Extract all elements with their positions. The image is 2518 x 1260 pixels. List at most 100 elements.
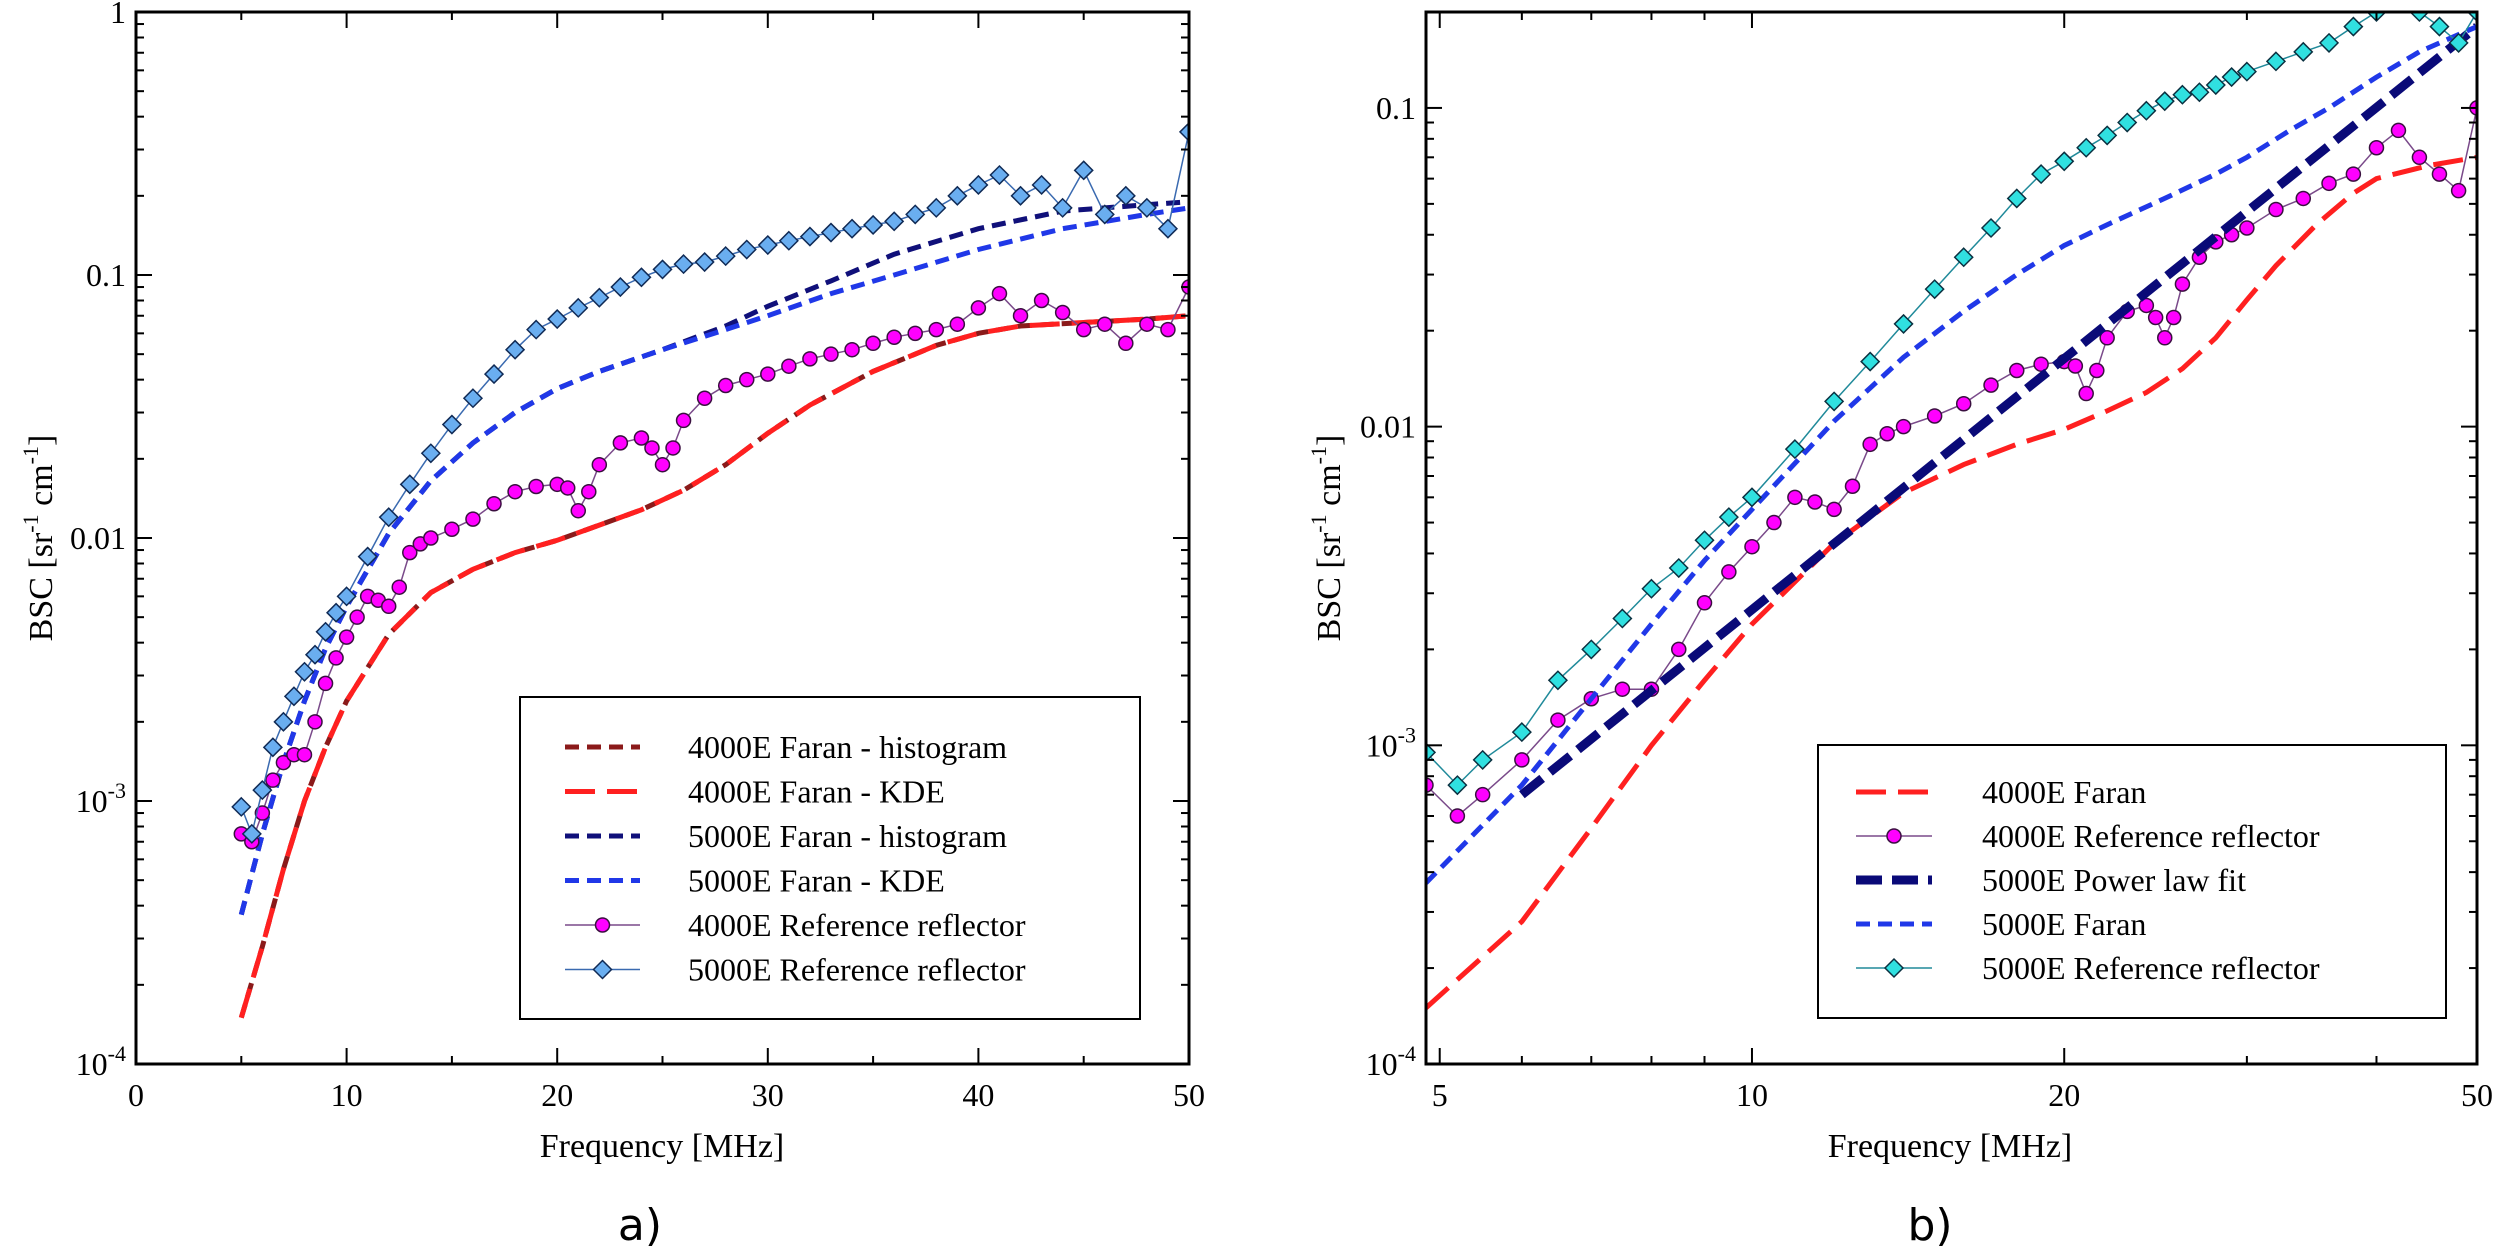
data-point: [1926, 408, 1943, 424]
data-point: [2466, 12, 2477, 23]
data-point: [823, 346, 839, 362]
data-point: [2031, 164, 2052, 185]
data-point: [2343, 16, 2364, 37]
data-point: [1671, 641, 1687, 658]
data-point: [380, 598, 397, 615]
data-point: [907, 325, 923, 342]
data-point: [273, 711, 294, 732]
data-point: [1511, 722, 1532, 743]
data-point: [673, 254, 694, 275]
data-point: [1721, 564, 1737, 580]
data-point: [423, 530, 439, 546]
legend-label: 4000E Faran: [1982, 774, 2146, 810]
series-line: [1426, 12, 2477, 787]
data-point: [2409, 12, 2430, 23]
data-point: [2136, 100, 2157, 121]
data-point: [644, 440, 660, 456]
data-point: [1696, 595, 1713, 611]
legend-swatch-marker: [594, 917, 611, 933]
data-point: [1718, 507, 1739, 528]
chart-b: 5 10 20 50 10-4 10-3 0.01 0.1 Frequency [MHz] B…: [1306, 10, 2493, 1251]
data-point: [928, 321, 945, 338]
data-point: [991, 285, 1008, 302]
data-point: [654, 456, 671, 473]
data-point: [949, 316, 966, 332]
data-point: [262, 737, 283, 758]
y-tick-label: 0.1: [1376, 90, 1416, 126]
data-point: [2345, 166, 2362, 182]
data-point: [2390, 122, 2407, 139]
series-4: [233, 279, 1189, 850]
data-point: [505, 339, 526, 360]
legend-swatch-marker: [592, 959, 613, 980]
data-point: [2097, 125, 2118, 146]
data-point: [1895, 418, 1912, 435]
series-2: [238, 199, 1189, 916]
data-point: [420, 443, 441, 464]
chart-b-panel-label: b): [1907, 1200, 1952, 1251]
data-point: [1581, 639, 1602, 660]
chart-a-panel-label: a): [618, 1200, 662, 1251]
legend-item: 5000E Faran: [1856, 906, 2146, 942]
data-point: [802, 351, 818, 367]
legend-item: 4000E Faran - histogram: [565, 729, 1007, 765]
data-point: [378, 507, 399, 528]
data-point: [2411, 149, 2428, 166]
data-point: [715, 246, 736, 267]
data-point: [1010, 185, 1031, 206]
data-point: [2236, 61, 2257, 82]
data-point: [1094, 204, 1115, 225]
data-point: [1447, 775, 1468, 796]
data-point: [1787, 489, 1803, 506]
data-point: [315, 621, 336, 642]
data-point: [296, 746, 313, 763]
x-tick-label: 10: [1736, 1077, 1768, 1113]
data-point: [1824, 391, 1845, 412]
y-tick-label: 10-4: [76, 1041, 126, 1082]
data-point: [2429, 16, 2450, 37]
x-tick-label: 5: [1432, 1077, 1448, 1113]
series-line: [1519, 23, 2477, 799]
legend-label: 4000E Reference reflector: [1982, 818, 2320, 854]
data-point: [2006, 188, 2027, 209]
data-point: [265, 772, 281, 788]
y-tick-label: 0.01: [70, 520, 126, 556]
data-point: [1547, 670, 1568, 691]
data-point: [2205, 74, 2226, 96]
x-tick-label: 50: [1173, 1077, 1205, 1113]
data-point: [1073, 160, 1094, 181]
series-line: [1426, 154, 2477, 1010]
data-point: [581, 483, 597, 500]
data-point: [357, 546, 378, 567]
data-point: [486, 495, 502, 512]
data-point: [1136, 197, 1157, 218]
data-point: [283, 686, 305, 707]
chart-b-ylabel: BSC [sr-1 cm-1]: [1306, 435, 1348, 642]
data-point: [675, 412, 692, 429]
data-point: [559, 480, 576, 496]
data-point: [970, 300, 987, 316]
data-point: [799, 226, 820, 247]
data-point: [231, 796, 252, 817]
data-point: [252, 780, 273, 801]
data-point: [2009, 362, 2025, 379]
data-point: [483, 364, 505, 385]
legend-box: [519, 696, 1141, 1020]
x-tick-label: 20: [2048, 1077, 2080, 1113]
data-point: [2318, 32, 2340, 53]
data-point: [526, 319, 547, 340]
data-point: [886, 329, 902, 345]
data-point: [1550, 712, 1566, 728]
data-point: [1862, 436, 1878, 453]
data-point: [696, 390, 713, 406]
legend-item: 4000E Faran: [1856, 774, 2146, 810]
data-point: [1426, 777, 1434, 793]
x-tick-label: 10: [331, 1077, 363, 1113]
data-point: [294, 661, 315, 682]
data-point: [304, 644, 326, 665]
data-point: [2165, 309, 2182, 326]
data-point: [1807, 494, 1823, 510]
data-point: [633, 430, 650, 446]
chart-a-ticks: 0 10 20 30 40 50 10-4 10-3 0.01 0.1 1: [70, 0, 1205, 1113]
